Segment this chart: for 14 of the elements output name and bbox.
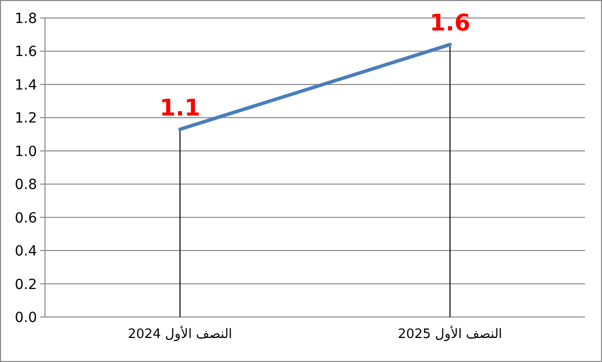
x-tick-label: النصف الأول 2025 bbox=[398, 325, 502, 342]
y-tick-label: 1.6 bbox=[14, 44, 38, 60]
y-tick-label: 0.6 bbox=[14, 210, 38, 226]
y-tick-label: 1.4 bbox=[14, 77, 38, 94]
y-tick-label: 1.2 bbox=[14, 110, 37, 127]
y-tick-label: 0.2 bbox=[14, 276, 37, 293]
y-tick-label: 0.0 bbox=[14, 310, 37, 326]
data-label: 1.6 bbox=[430, 10, 470, 37]
x-tick-label: النصف الأول 2024 bbox=[128, 325, 232, 342]
y-tick-label: 0.8 bbox=[14, 177, 37, 194]
y-tick-label: 1.8 bbox=[14, 11, 37, 27]
data-label: 1.1 bbox=[160, 95, 200, 122]
y-tick-label: 0.4 bbox=[14, 244, 38, 260]
y-tick-label: 1.0 bbox=[14, 144, 37, 160]
